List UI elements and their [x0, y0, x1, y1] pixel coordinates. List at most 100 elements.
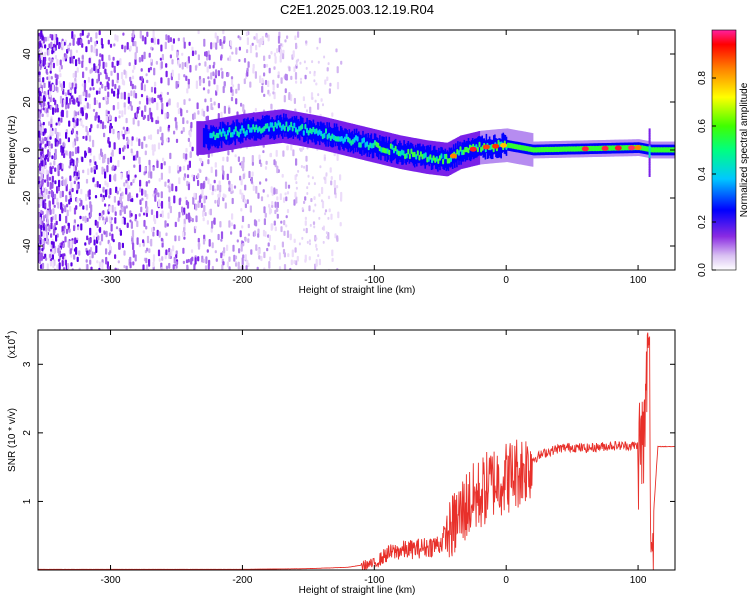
spectrogram-cell [92, 87, 95, 91]
spectrogram-cell [126, 126, 129, 132]
spectrogram-cell [79, 215, 82, 220]
spectrogram-cell [162, 268, 165, 270]
spectrogram-cell [331, 249, 334, 257]
spectrogram-cell [73, 180, 76, 185]
spectrogram-cell [54, 227, 57, 231]
spectrogram-cell [260, 196, 264, 202]
spectrogram-cell [595, 145, 598, 152]
spectrogram-cell [240, 178, 243, 186]
spectrogram-cell [148, 159, 151, 166]
spectrogram-cell [176, 102, 179, 108]
spectrogram-cell [81, 55, 84, 60]
spectrogram-cell [283, 125, 286, 132]
spectrogram-cell [86, 35, 89, 39]
spectrogram-cell [42, 196, 45, 200]
spectrogram-cell [117, 160, 120, 168]
spectrogram-cell [648, 159, 651, 163]
spectrogram-cell [138, 213, 141, 217]
spectrogram-cell [298, 242, 301, 246]
spectrogram-cell [315, 237, 318, 241]
spectrogram-cell [410, 148, 413, 154]
spectrogram-cell [655, 147, 658, 153]
spectrogram-cell [288, 66, 291, 72]
spectrogram-cell [192, 196, 195, 205]
spectrogram-cell [380, 147, 383, 153]
spectrogram-cell [323, 156, 326, 160]
spectrogram-cell [43, 234, 46, 239]
spectrogram-cell [168, 165, 171, 174]
spectrogram-cell [39, 42, 42, 49]
spectrogram-cell [207, 159, 210, 165]
spectrogram-cell [167, 179, 170, 184]
spectrogram-cell [156, 120, 160, 124]
spectrogram-cell [71, 128, 74, 134]
spectrogram-cell [369, 142, 372, 148]
spectrogram-cell [332, 134, 335, 141]
spectrogram-cell [641, 145, 644, 151]
spectrogram-cell [116, 267, 119, 270]
spectrogram-cell [258, 218, 261, 222]
spectrogram-cell [242, 242, 245, 247]
spectrogram-cell [38, 130, 41, 135]
spectrogram-cell [208, 259, 211, 266]
spectrogram-cell [42, 238, 45, 245]
spectrogram-cell [183, 41, 186, 49]
spectrogram-cell [134, 41, 137, 47]
spectrogram-cell [611, 145, 614, 151]
spectrogram-cell [49, 90, 52, 98]
spectrogram-cell [58, 80, 61, 85]
spectrogram-cell [242, 104, 245, 112]
spectrogram-cell [167, 124, 171, 129]
spectrogram-cell [147, 67, 151, 73]
spectrogram-cell [274, 209, 277, 215]
spectrogram-cell [445, 151, 448, 172]
spectrogram-cell [190, 249, 194, 253]
spectrogram-cell [467, 138, 470, 158]
spectrogram-cell [38, 192, 41, 199]
spectrogram-cell [336, 66, 339, 74]
colorbar-label: Normalized spectral amplitude [739, 82, 750, 217]
snr-ytick-label: 1 [22, 498, 33, 504]
spectrogram-cell [281, 173, 284, 178]
spectrogram-cell [42, 107, 45, 111]
spectrogram-cell [300, 165, 303, 168]
spectrogram-cell [151, 97, 154, 104]
spectrogram-cell [56, 131, 59, 140]
spectrogram-cell [256, 38, 259, 44]
spectrogram-cell [282, 248, 286, 255]
spectrogram-cell [142, 239, 145, 244]
spectrogram-cell [254, 107, 257, 112]
spectrogram-cell [65, 150, 68, 156]
spectrogram-cell [108, 232, 112, 237]
spectrogram-cell [66, 110, 69, 118]
spectrogram-cell [86, 102, 89, 109]
spectrogram-cell [184, 62, 187, 67]
spectrogram-cell [290, 143, 293, 151]
spectrogram-cell [58, 179, 61, 188]
spectrogram-cell [316, 46, 319, 50]
spectrogram-cell [283, 197, 286, 203]
spectrogram-cell [213, 78, 216, 85]
spectrogram-cell [42, 95, 46, 102]
spectrogram-cell [131, 83, 134, 90]
spectrogram-cell [69, 159, 72, 163]
spectrogram-cell [181, 206, 184, 213]
spectrogram-cell [313, 225, 316, 229]
spectrogram-cell [186, 264, 189, 270]
spectrogram-cell [173, 269, 176, 270]
spectrogram-cell [175, 121, 178, 129]
spectrogram-cell [287, 184, 291, 189]
spectrogram-cell [293, 66, 296, 73]
spectrogram-cell [573, 146, 576, 152]
spectrogram-peak [628, 145, 635, 151]
spectrogram-cell [318, 258, 321, 266]
spectrogram-cell [622, 145, 625, 151]
spectrogram-cell [348, 138, 351, 144]
spectrogram-cell [202, 128, 205, 148]
spectrogram-cell [49, 162, 52, 166]
spectrogram-cell [203, 128, 206, 148]
spectrogram-cell [53, 193, 57, 200]
spectrogram-cell [291, 249, 294, 258]
spectrogram-cell [648, 174, 651, 177]
spectrogram-cell [216, 84, 219, 92]
